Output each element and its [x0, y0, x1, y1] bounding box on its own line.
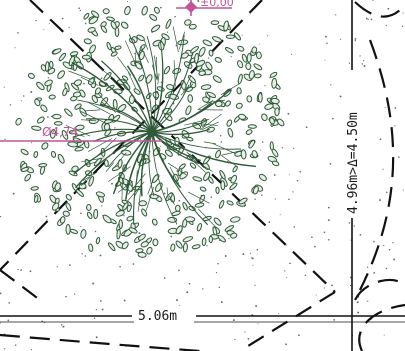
arc-right-upper — [354, 1, 405, 18]
tree-diameter-label: Ø4,74 — [42, 125, 78, 139]
tree-leaves — [15, 5, 285, 258]
arc-bottom-left — [0, 333, 201, 351]
arc-right-large — [359, 39, 395, 291]
diagonal-line-d — [0, 269, 41, 301]
diagonal-line-c — [239, 291, 336, 351]
height-label-mask — [342, 70, 362, 218]
height-dimension-label: 4.96m>Δ=4.50m — [346, 112, 361, 214]
elevation-label: ±0,00 — [200, 0, 234, 9]
diagonal-line-a — [29, 0, 336, 293]
diagonal-line-b — [0, 0, 263, 271]
elevation-diamond-icon — [185, 1, 197, 13]
width-dimension-label: 5.06m — [138, 309, 177, 324]
elevation-marker: ±0,00 — [185, 0, 234, 13]
tree-trunk — [147, 127, 157, 137]
dashed-diagonals — [0, 0, 336, 351]
arc-bottom-right — [354, 278, 405, 301]
width-label-mask — [134, 306, 194, 324]
